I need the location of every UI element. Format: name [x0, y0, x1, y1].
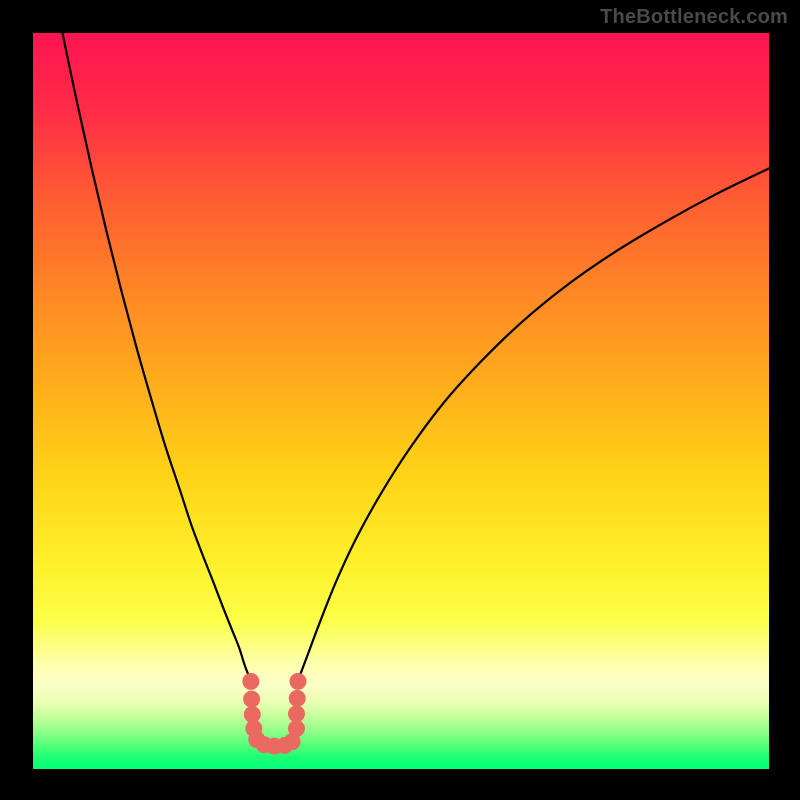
- marker-dot: [288, 720, 305, 737]
- watermark-text: TheBottleneck.com: [600, 6, 788, 29]
- plot-area: [33, 33, 769, 769]
- marker-dot: [289, 690, 306, 707]
- marker-dot: [242, 673, 259, 690]
- marker-dot: [289, 673, 306, 690]
- gradient-background: [33, 33, 769, 769]
- chart-container: TheBottleneck.com: [0, 0, 800, 800]
- marker-dot: [288, 705, 305, 722]
- marker-dot: [243, 691, 260, 708]
